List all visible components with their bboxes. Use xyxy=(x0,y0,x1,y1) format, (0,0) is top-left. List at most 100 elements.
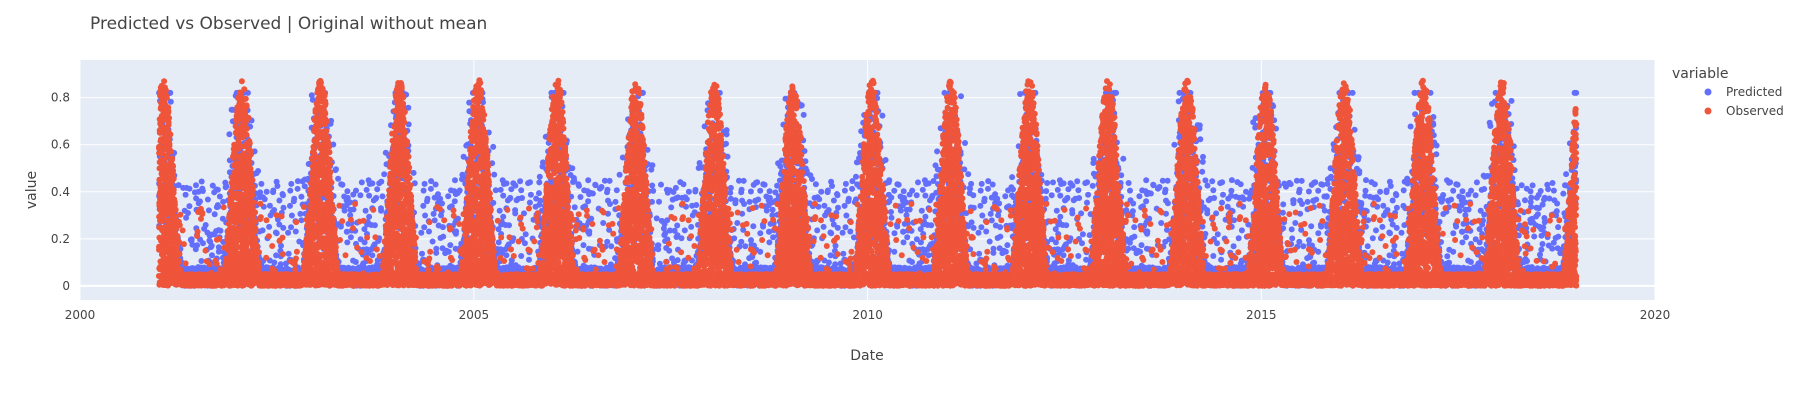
data-point-predicted xyxy=(198,178,205,185)
data-point-predicted xyxy=(431,217,438,224)
data-point-predicted xyxy=(211,211,218,218)
data-point-predicted xyxy=(183,214,190,221)
data-point-predicted xyxy=(439,224,446,231)
data-point-predicted xyxy=(347,234,354,241)
data-point-predicted xyxy=(818,188,825,195)
data-point-predicted xyxy=(418,229,425,236)
data-point-predicted xyxy=(451,198,458,205)
data-point-predicted xyxy=(536,179,543,186)
data-point-predicted xyxy=(685,188,692,195)
data-point-predicted xyxy=(369,180,376,187)
data-point-predicted xyxy=(215,203,222,210)
data-point-predicted xyxy=(571,204,578,211)
data-point-predicted xyxy=(727,184,734,191)
data-point-predicted xyxy=(429,238,436,245)
data-point-predicted xyxy=(369,252,376,259)
data-point-predicted xyxy=(280,204,287,211)
data-point-predicted xyxy=(503,180,510,187)
data-point-predicted xyxy=(208,242,215,249)
data-point-predicted xyxy=(814,227,821,234)
data-point-predicted xyxy=(812,181,819,188)
data-point-predicted xyxy=(507,194,514,201)
data-point-predicted xyxy=(829,183,835,189)
data-point-predicted xyxy=(427,185,434,192)
data-point-predicted xyxy=(580,242,587,249)
data-point-predicted xyxy=(853,173,859,180)
data-point-predicted xyxy=(692,186,699,193)
data-point-predicted xyxy=(835,204,841,211)
data-point-predicted xyxy=(220,198,227,205)
data-point-predicted xyxy=(257,189,264,196)
data-point-predicted xyxy=(757,230,764,237)
data-point-predicted xyxy=(656,198,662,205)
data-point-predicted xyxy=(604,186,611,193)
data-point-predicted xyxy=(358,179,365,186)
data-point-predicted xyxy=(824,187,831,194)
data-point-predicted xyxy=(649,182,656,189)
data-point-predicted xyxy=(226,131,233,138)
data-point-predicted xyxy=(258,180,265,187)
data-point-predicted xyxy=(586,228,593,235)
data-point-predicted xyxy=(757,187,764,194)
data-point-predicted xyxy=(280,192,286,199)
data-point-predicted xyxy=(381,171,388,178)
data-point-predicted xyxy=(223,183,230,190)
data-point-predicted xyxy=(512,182,519,189)
data-point-predicted xyxy=(521,240,528,247)
data-point-predicted xyxy=(379,193,386,200)
data-point-predicted xyxy=(738,238,745,245)
data-point-predicted xyxy=(259,227,266,234)
data-point-predicted xyxy=(821,202,828,209)
data-point-predicted xyxy=(693,202,700,208)
data-point-predicted xyxy=(217,227,224,234)
chart-title: Predicted vs Observed | Original without… xyxy=(90,14,487,34)
data-point-predicted xyxy=(536,173,543,180)
data-point-predicted xyxy=(205,207,212,214)
data-point-predicted xyxy=(666,247,673,254)
data-point-predicted xyxy=(734,220,741,226)
data-point-predicted xyxy=(288,212,295,219)
data-point-predicted xyxy=(344,188,351,195)
data-point-predicted xyxy=(608,243,615,250)
data-point-predicted xyxy=(674,222,681,229)
data-point-predicted xyxy=(497,186,504,193)
data-point-predicted xyxy=(503,252,510,259)
data-point-predicted xyxy=(297,210,304,217)
data-point-predicted xyxy=(298,217,305,224)
data-point-predicted xyxy=(274,183,281,189)
data-point-predicted xyxy=(519,195,525,201)
data-point-predicted xyxy=(185,210,191,216)
data-point-predicted xyxy=(362,207,369,214)
data-point-predicted xyxy=(189,241,196,248)
data-point-predicted xyxy=(834,224,841,231)
data-point-predicted xyxy=(517,178,524,185)
data-point-predicted xyxy=(193,182,199,189)
data-point-predicted xyxy=(755,196,762,203)
data-point-predicted xyxy=(820,223,827,230)
data-point-predicted xyxy=(747,188,754,195)
data-point-predicted xyxy=(576,182,582,189)
data-point-predicted xyxy=(839,229,846,236)
data-point-predicted xyxy=(825,259,832,266)
data-point-predicted xyxy=(197,198,203,205)
data-point-predicted xyxy=(500,192,507,199)
data-point-predicted xyxy=(420,202,427,209)
data-point-predicted xyxy=(738,186,745,193)
data-point-predicted xyxy=(266,223,273,230)
data-point-predicted xyxy=(352,259,359,265)
data-point-predicted xyxy=(842,224,849,231)
data-point-predicted xyxy=(809,176,815,182)
data-point-predicted xyxy=(175,182,182,189)
data-point-predicted xyxy=(490,143,497,150)
data-point-predicted xyxy=(202,222,209,228)
data-point-predicted xyxy=(421,180,428,187)
data-point-predicted xyxy=(500,213,507,220)
data-point-predicted xyxy=(766,188,773,195)
data-point-predicted xyxy=(350,206,357,213)
data-point-predicted xyxy=(198,258,205,264)
data-point-predicted xyxy=(419,250,425,257)
data-point-predicted xyxy=(421,224,428,231)
data-point-predicted xyxy=(280,224,287,231)
data-point-predicted xyxy=(757,248,764,255)
